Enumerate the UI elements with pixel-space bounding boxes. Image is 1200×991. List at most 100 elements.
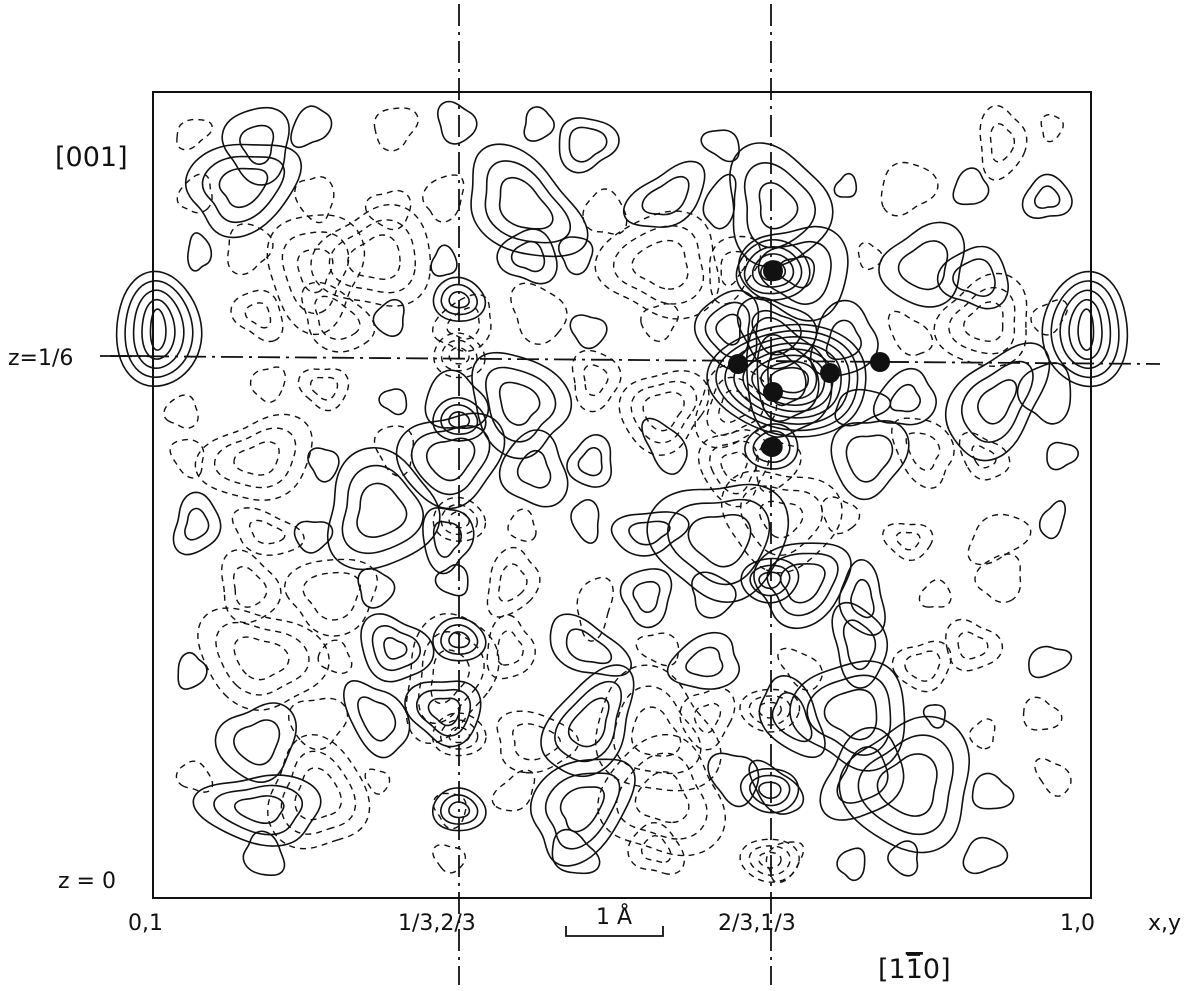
label-x-right: 1,0 xyxy=(1060,911,1095,936)
positive-contour xyxy=(706,323,867,438)
positive-contour xyxy=(132,289,185,370)
positive-contour xyxy=(922,703,947,729)
negative-contour xyxy=(887,310,934,357)
positive-contour xyxy=(372,298,405,338)
positive-contour xyxy=(498,176,554,230)
positive-contour xyxy=(622,160,706,228)
negative-contour xyxy=(748,695,792,726)
negative-contour xyxy=(640,303,680,342)
positive-contour xyxy=(510,240,546,273)
positive-contour xyxy=(748,759,805,815)
positive-contour xyxy=(1021,173,1073,219)
negative-contour xyxy=(697,429,770,508)
negative-contour xyxy=(507,508,537,542)
positive-contour xyxy=(729,142,834,268)
negative-contour xyxy=(857,241,883,271)
positive-contour xyxy=(290,105,333,149)
positive-contour xyxy=(735,238,811,302)
negative-contour xyxy=(244,302,272,329)
positive-contour xyxy=(760,360,818,400)
positive-contour xyxy=(484,160,572,244)
positive-contour xyxy=(744,423,799,470)
positive-contour xyxy=(845,434,894,483)
negative-contour xyxy=(882,522,934,562)
negative-contour xyxy=(512,723,562,761)
negative-contour xyxy=(967,513,1032,566)
negative-contour xyxy=(364,189,412,231)
positive-contour xyxy=(427,697,461,727)
negative-contour xyxy=(496,630,524,666)
positive-contour xyxy=(1059,289,1112,370)
negative-contour xyxy=(583,364,609,397)
label-direction-001: [001] xyxy=(55,142,128,173)
negative-contour xyxy=(194,413,313,501)
negative-contour xyxy=(1034,757,1072,797)
negative-contour xyxy=(979,104,1028,181)
positive-contour xyxy=(962,836,1009,875)
positive-contour xyxy=(831,601,889,689)
positive-contour xyxy=(439,794,479,825)
positive-contour xyxy=(395,412,506,510)
negative-contour xyxy=(296,248,334,294)
negative-contour xyxy=(297,368,350,412)
positive-contour xyxy=(707,752,760,808)
negative-contour xyxy=(422,174,465,223)
negative-contour xyxy=(163,394,199,429)
negative-contour xyxy=(448,726,471,744)
positive-contour xyxy=(410,424,491,496)
positive-contour xyxy=(1016,362,1072,425)
positive-contour xyxy=(184,507,210,541)
positive-contour xyxy=(559,786,605,833)
label-x-axis: x,y xyxy=(1148,911,1181,936)
negative-contour xyxy=(777,647,823,692)
positive-contour xyxy=(432,616,487,662)
positive-contour xyxy=(838,558,886,636)
negative-contour xyxy=(176,118,214,151)
negative-contour xyxy=(1022,696,1063,731)
positive-contour xyxy=(758,674,826,759)
negative-contour xyxy=(266,214,366,336)
positive-contour xyxy=(887,840,919,877)
scale-bar: 1 Å xyxy=(565,903,664,937)
positive-contour xyxy=(749,564,791,597)
negative-contour xyxy=(197,607,330,711)
negative-contour xyxy=(634,771,690,824)
positive-contour xyxy=(825,319,863,361)
negative-contour xyxy=(904,650,941,682)
positive-contour xyxy=(641,417,688,475)
negative-contour xyxy=(971,444,997,469)
atom-dot xyxy=(728,354,748,374)
negative-contour xyxy=(974,553,1022,604)
positive-contour xyxy=(383,636,408,660)
label-z-sixth: z=1/6 xyxy=(8,346,73,371)
positive-contour xyxy=(771,691,813,743)
negative-contour xyxy=(642,391,685,432)
negative-contour xyxy=(231,507,305,556)
positive-contour xyxy=(806,674,892,756)
positive-contour xyxy=(897,240,949,291)
direction-suffix: 0] xyxy=(923,954,951,985)
direction-bar-digit: 1 xyxy=(906,954,923,985)
positive-contour xyxy=(371,625,422,672)
positive-contour xyxy=(971,772,1015,810)
positive-contour xyxy=(838,715,971,854)
positive-contour xyxy=(789,660,906,772)
positive-contour xyxy=(748,774,791,807)
negative-contour xyxy=(287,697,349,751)
negative-contour xyxy=(958,431,1011,481)
negative-contour xyxy=(748,845,791,876)
positive-contour xyxy=(628,520,671,546)
positive-contour xyxy=(187,232,213,272)
negative-contour xyxy=(317,639,353,675)
positive-contour xyxy=(124,280,194,379)
positive-contour xyxy=(432,276,487,322)
map-frame xyxy=(152,91,1092,899)
negative-contour xyxy=(432,792,467,830)
positive-contour xyxy=(737,225,849,322)
negative-contour xyxy=(933,272,1028,367)
negative-contour xyxy=(635,632,680,667)
negative-contour xyxy=(694,363,778,449)
negative-contour xyxy=(233,636,290,681)
positive-contour xyxy=(758,781,782,800)
negative-contour xyxy=(679,687,736,751)
